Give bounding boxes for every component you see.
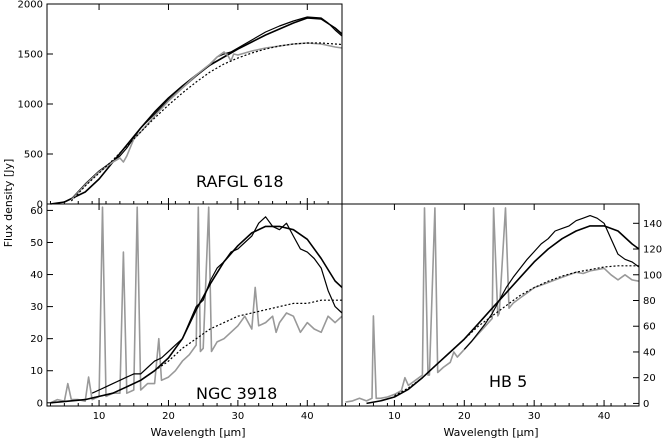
y-tick-label-1-60: 60 bbox=[30, 206, 43, 217]
x-tick-label-2-30: 30 bbox=[528, 411, 541, 422]
x-tick-label-2-20: 20 bbox=[458, 411, 471, 422]
series-line-model-dotted-1 bbox=[85, 299, 342, 401]
panel-label-ngc-3918: NGC 3918 bbox=[196, 384, 277, 403]
plot-frame-2 bbox=[341, 203, 640, 407]
panel-rafgl-618: 0 500 1000 1500 2000 bbox=[18, 0, 343, 211]
y-tick-label-2-120: 120 bbox=[643, 245, 662, 256]
y-tick-label-2-60: 60 bbox=[643, 322, 656, 333]
x-tick-label-1-20: 20 bbox=[162, 411, 175, 422]
series-line-obs-black-1 bbox=[91, 216, 343, 394]
panel-hb-5: 10 20 30 40 0 20 40 60 80 100 120 140 bbox=[341, 203, 662, 422]
y-tick-label-1-0: 0 bbox=[37, 398, 43, 409]
y-tick-label-0-2000: 2000 bbox=[18, 0, 43, 11]
y-tick-label-2-80: 80 bbox=[643, 296, 656, 307]
y-tick-label-0-0: 0 bbox=[37, 200, 43, 211]
panel-label-rafgl-618: RAFGL 618 bbox=[196, 172, 284, 191]
panel-label-hb-5: HB 5 bbox=[489, 372, 527, 391]
x-tick-label-1-40: 40 bbox=[301, 411, 314, 422]
y-tick-label-1-30: 30 bbox=[30, 302, 43, 313]
y-tick-label-0-500: 500 bbox=[24, 150, 43, 161]
series-line-obs-black-2 bbox=[463, 215, 640, 350]
x-tick-label-2-10: 10 bbox=[388, 411, 401, 422]
series-line-model-solid-2 bbox=[366, 225, 640, 405]
x-axis-title-left: Wavelength [μm] bbox=[150, 426, 245, 439]
x-tick-label-2-40: 40 bbox=[598, 411, 611, 422]
y-tick-label-2-20: 20 bbox=[643, 373, 656, 384]
y-tick-label-1-40: 40 bbox=[30, 270, 43, 281]
y-tick-label-1-50: 50 bbox=[30, 238, 43, 249]
y-tick-label-1-10: 10 bbox=[30, 366, 43, 377]
y-tick-label-1-20: 20 bbox=[30, 334, 43, 345]
y-tick-label-0-1500: 1500 bbox=[18, 50, 43, 61]
y-axis-title: Flux density [Jy] bbox=[2, 159, 15, 248]
x-tick-label-1-30: 30 bbox=[232, 411, 245, 422]
y-tick-label-2-140: 140 bbox=[643, 219, 662, 230]
y-tick-label-2-0: 0 bbox=[643, 399, 649, 410]
plot-frame-0 bbox=[46, 3, 343, 205]
series-line-obs-gray-0 bbox=[70, 42, 343, 201]
y-tick-label-0-1000: 1000 bbox=[18, 100, 43, 111]
plot-frame-1 bbox=[46, 203, 343, 407]
series-line-obs-gray-2 bbox=[345, 207, 640, 403]
panel-ngc-3918: 10 20 30 40 0 10 20 30 40 50 60 bbox=[30, 203, 343, 422]
series-line-model-dotted-0 bbox=[70, 42, 343, 202]
series-line-obs-gray-1 bbox=[50, 206, 343, 404]
x-axis-title-right: Wavelength [μm] bbox=[443, 426, 538, 439]
y-tick-label-2-100: 100 bbox=[643, 270, 662, 281]
series-line-model-dotted-2 bbox=[394, 265, 639, 397]
x-tick-label-1-10: 10 bbox=[93, 411, 106, 422]
y-tick-label-2-40: 40 bbox=[643, 347, 656, 358]
